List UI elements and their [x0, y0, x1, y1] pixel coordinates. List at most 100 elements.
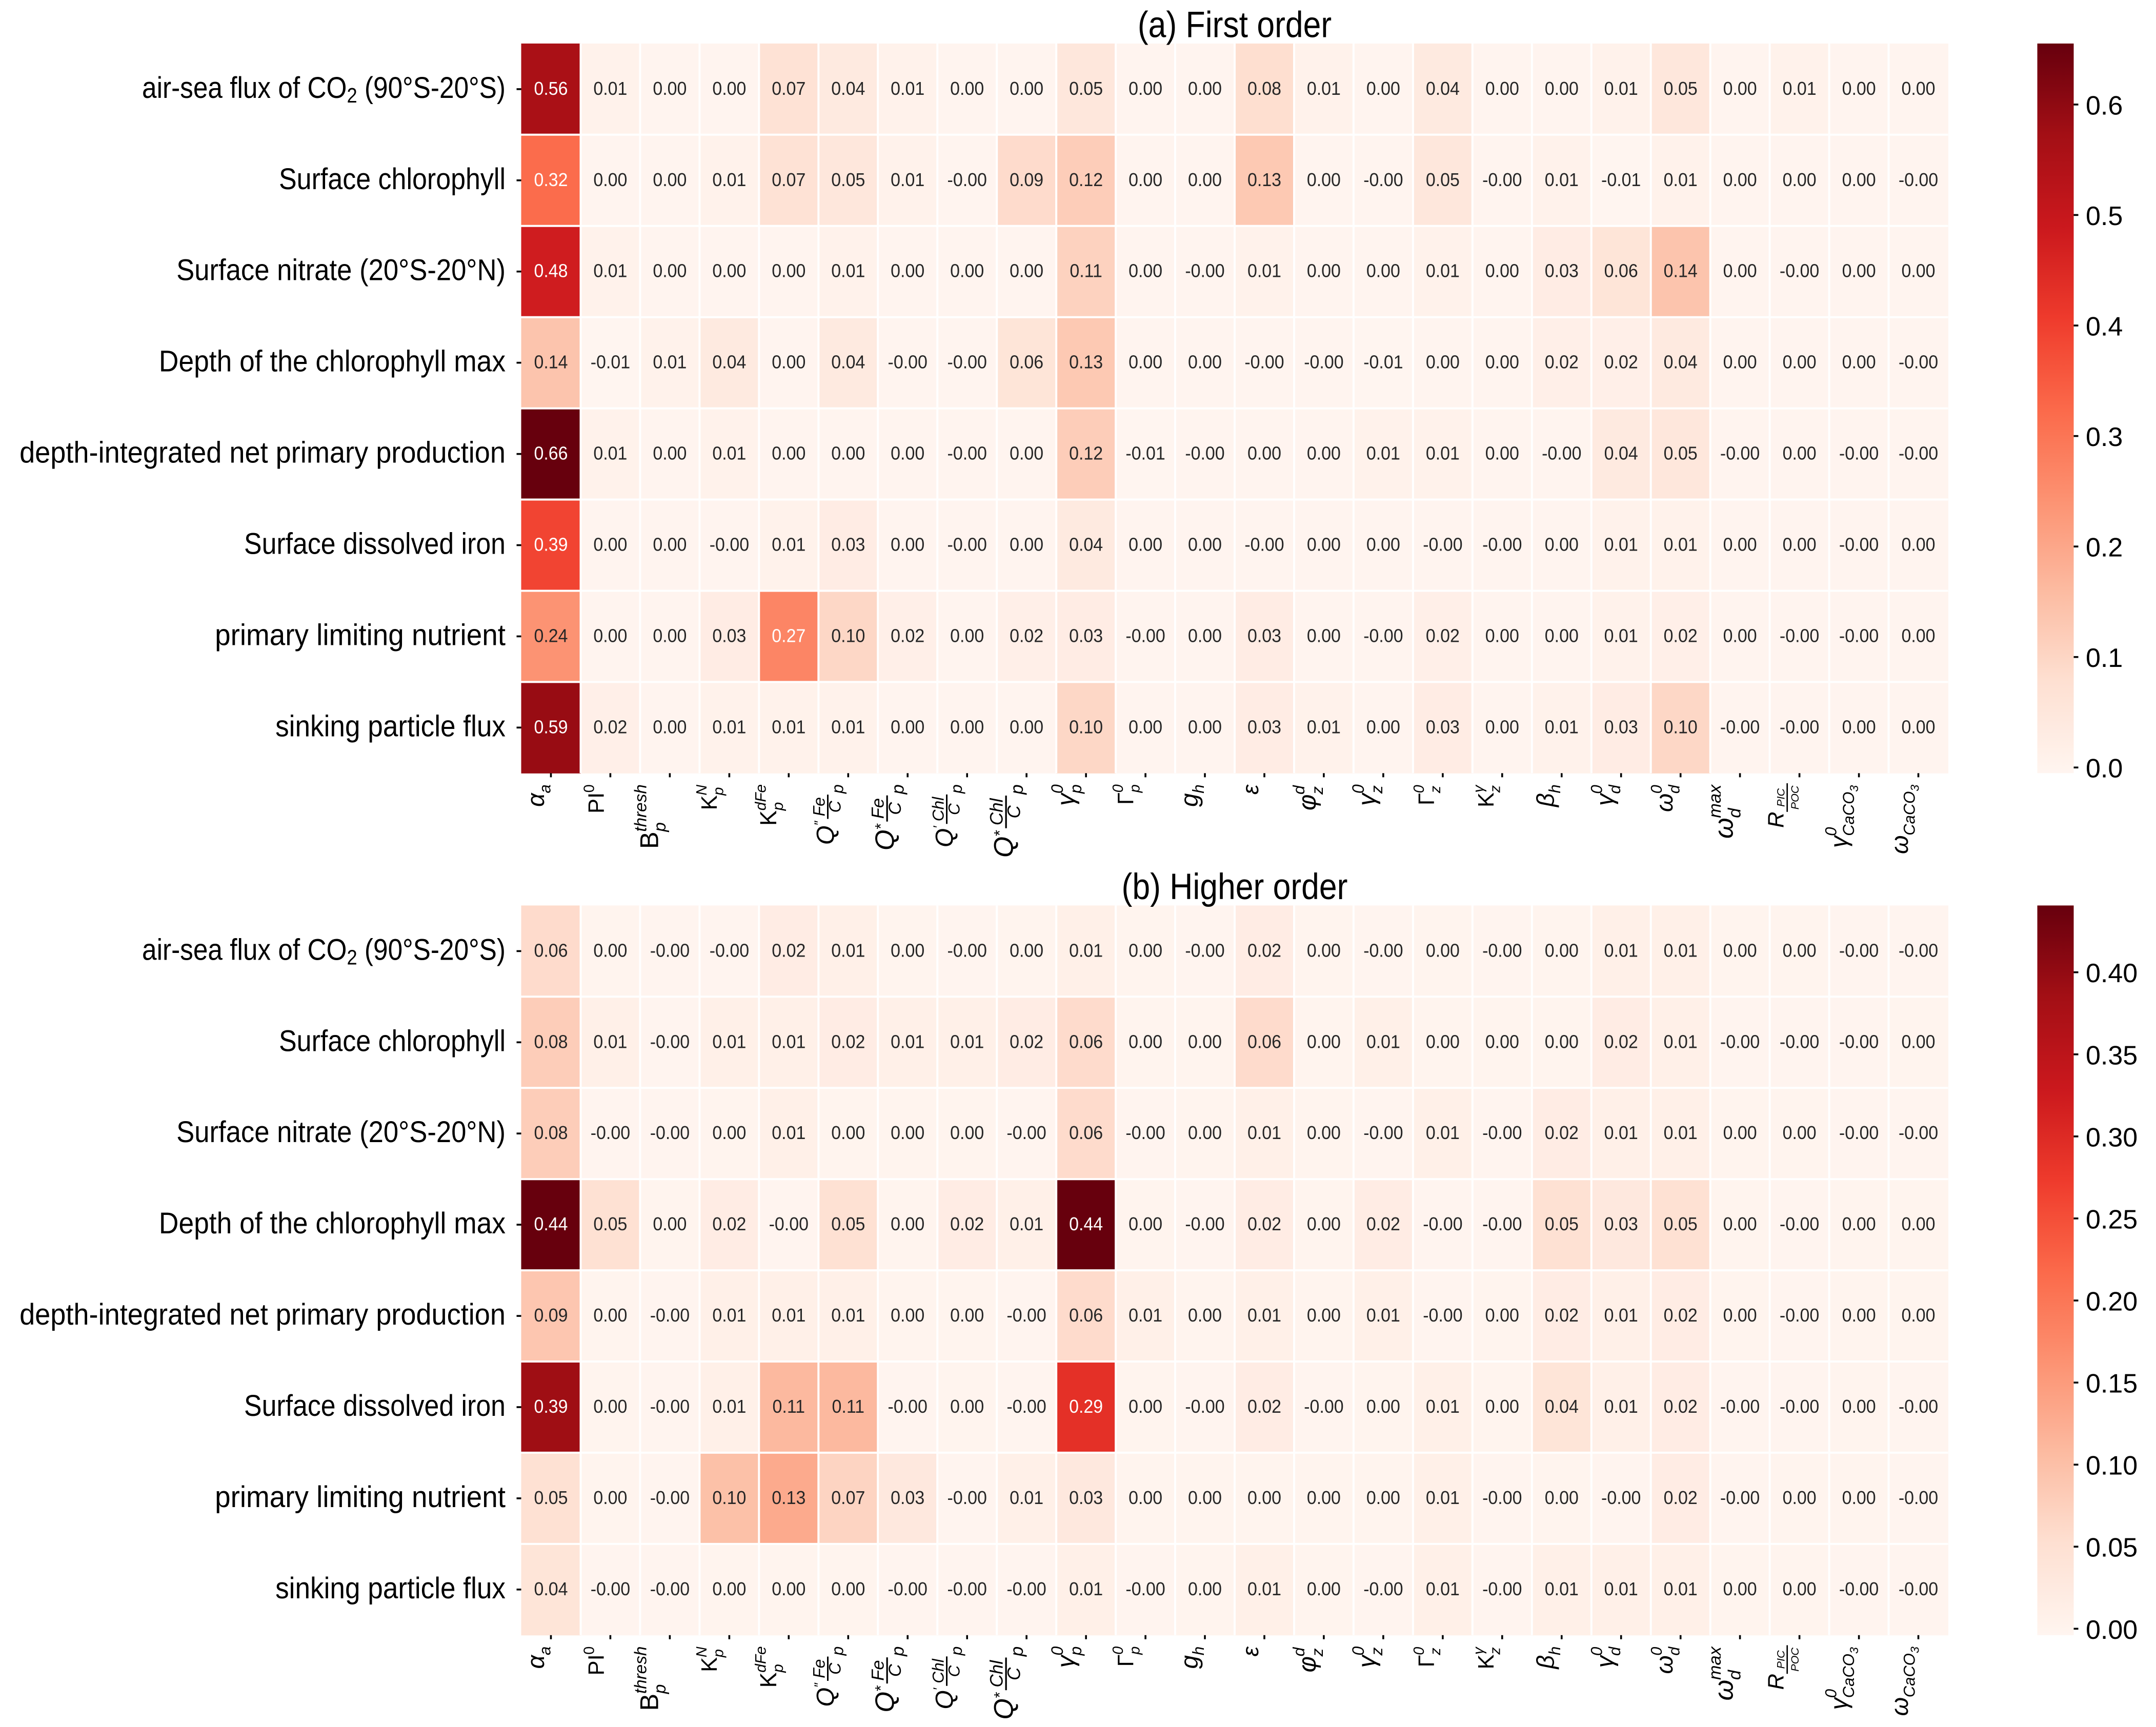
svg-text:-0.00: -0.00 [1720, 1031, 1760, 1052]
svg-text:0.00: 0.00 [1366, 534, 1400, 555]
svg-text:0.02: 0.02 [1664, 1396, 1698, 1417]
svg-text:0.00: 0.00 [772, 1579, 805, 1599]
svg-text:0.00: 0.00 [1545, 78, 1579, 99]
svg-text:-0.00: -0.00 [1244, 534, 1284, 555]
svg-text:ε: ε [1238, 784, 1263, 795]
svg-text:0.00: 0.00 [1366, 261, 1400, 281]
svg-text:0.00: 0.00 [1129, 261, 1162, 281]
svg-text:Fe: Fe [810, 1659, 828, 1678]
svg-text:0.00: 0.00 [1901, 1305, 1935, 1326]
svg-text:max: max [1705, 784, 1725, 818]
svg-text:0.00: 0.00 [1129, 170, 1162, 190]
svg-text:0.11: 0.11 [1070, 261, 1102, 281]
svg-text:0.01: 0.01 [593, 443, 627, 463]
svg-text:0.00: 0.00 [1485, 625, 1519, 646]
svg-text:0.01: 0.01 [1783, 78, 1817, 99]
svg-text:0.01: 0.01 [1545, 170, 1579, 190]
svg-text:h: h [1189, 1647, 1207, 1656]
svg-text:0.00: 0.00 [891, 443, 924, 463]
svg-text:0.00: 0.00 [1426, 1031, 1460, 1052]
svg-text:0.00: 0.00 [1783, 443, 1817, 463]
svg-text:0.04: 0.04 [1664, 352, 1698, 372]
svg-text:0.00: 0.00 [1723, 1579, 1757, 1599]
svg-text:0.10: 0.10 [1069, 717, 1103, 737]
svg-text:ω: ω [1651, 794, 1678, 812]
svg-text:Q: Q [812, 1688, 840, 1707]
svg-text:h: h [1189, 784, 1207, 794]
svg-text:0.5: 0.5 [2086, 201, 2123, 231]
svg-text:0: 0 [1588, 1647, 1606, 1656]
svg-text:0.00: 0.00 [1545, 1031, 1579, 1052]
svg-text:0.05: 0.05 [1426, 170, 1460, 190]
svg-text:-0.00: -0.00 [1839, 940, 1879, 961]
svg-text:0.01: 0.01 [891, 170, 924, 190]
svg-text:0: 0 [1411, 1647, 1427, 1655]
svg-text:0.01: 0.01 [1604, 1579, 1638, 1599]
svg-text:-0.00: -0.00 [1482, 1488, 1522, 1508]
svg-text:-0.00: -0.00 [1780, 717, 1819, 737]
svg-text:0.00: 0.00 [1485, 1305, 1519, 1326]
svg-text:0.02: 0.02 [1426, 625, 1460, 646]
svg-text:0.01: 0.01 [1247, 1123, 1281, 1143]
svg-text:-0.00: -0.00 [1006, 1396, 1046, 1417]
svg-text:0.05: 0.05 [1545, 1214, 1579, 1234]
svg-text:-0.00: -0.00 [1363, 940, 1403, 961]
svg-text:0.01: 0.01 [712, 717, 746, 737]
svg-text:0.00: 0.00 [891, 261, 924, 281]
svg-text:ω: ω [1886, 1697, 1913, 1716]
svg-text:-0.00: -0.00 [1423, 534, 1462, 555]
svg-text:0.05: 0.05 [593, 1214, 627, 1234]
svg-text:-0.00: -0.00 [1780, 1396, 1819, 1417]
svg-text:0.07: 0.07 [831, 1488, 865, 1508]
svg-text:0.00: 0.00 [1783, 352, 1817, 372]
svg-text:0.01: 0.01 [712, 443, 746, 463]
svg-text:0.00: 0.00 [593, 625, 627, 646]
svg-text:K: K [755, 1672, 781, 1688]
svg-text:0.56: 0.56 [534, 78, 568, 99]
svg-text:0.11: 0.11 [773, 1396, 805, 1417]
svg-text:0.00: 0.00 [1010, 443, 1043, 463]
svg-text:0.00: 0.00 [1307, 261, 1341, 281]
svg-text:C: C [826, 800, 844, 812]
svg-text:0.02: 0.02 [831, 1031, 865, 1052]
svg-text:dFe: dFe [753, 1646, 770, 1672]
svg-text:3: 3 [1908, 1647, 1921, 1653]
svg-text:0.00: 0.00 [1307, 1031, 1341, 1052]
svg-text:0.00: 0.00 [950, 261, 984, 281]
svg-text:0.00: 0.00 [1723, 352, 1757, 372]
svg-text:0.06: 0.06 [1010, 352, 1043, 372]
svg-text:p: p [889, 784, 908, 795]
svg-text:p: p [829, 784, 847, 794]
svg-text:0.01: 0.01 [1366, 1031, 1400, 1052]
svg-text:0.00: 0.00 [1485, 1031, 1519, 1052]
svg-text:0.15: 0.15 [2086, 1369, 2138, 1399]
svg-text:d: d [1665, 784, 1683, 794]
svg-text:0.00: 0.00 [593, 940, 627, 961]
svg-text:0.00: 0.00 [1129, 1396, 1162, 1417]
svg-text:0.00: 0.00 [1842, 1396, 1876, 1417]
svg-text:0.00: 0.00 [1901, 1031, 1935, 1052]
svg-text:p: p [770, 1664, 787, 1673]
svg-text:-0.00: -0.00 [1899, 170, 1938, 190]
svg-text:z: z [1308, 786, 1326, 795]
svg-text:0.09: 0.09 [534, 1305, 568, 1326]
svg-text:0.01: 0.01 [1307, 78, 1341, 99]
svg-text:γ: γ [1825, 835, 1852, 848]
svg-text:0.03: 0.03 [1426, 717, 1460, 737]
svg-text:Surface nitrate (20°S-20°N): Surface nitrate (20°S-20°N) [176, 1115, 506, 1149]
svg-text:0.03: 0.03 [891, 1488, 924, 1508]
svg-text:0.00: 0.00 [1545, 940, 1579, 961]
svg-text:0.6: 0.6 [2086, 91, 2123, 120]
svg-text:0.04: 0.04 [831, 78, 865, 99]
svg-text:0.01: 0.01 [831, 261, 865, 281]
svg-text:-0.00: -0.00 [650, 1123, 690, 1143]
svg-text:0.00: 0.00 [831, 1123, 865, 1143]
svg-text:0.00: 0.00 [653, 625, 687, 646]
svg-text:PI: PI [583, 1654, 609, 1675]
svg-text:-0.00: -0.00 [1482, 534, 1522, 555]
svg-text:0.00: 0.00 [1366, 1396, 1400, 1417]
svg-text:p: p [651, 822, 670, 832]
svg-text:0.01: 0.01 [1010, 1214, 1043, 1234]
svg-text:C: C [826, 1662, 844, 1675]
svg-text:0.01: 0.01 [1664, 1579, 1698, 1599]
